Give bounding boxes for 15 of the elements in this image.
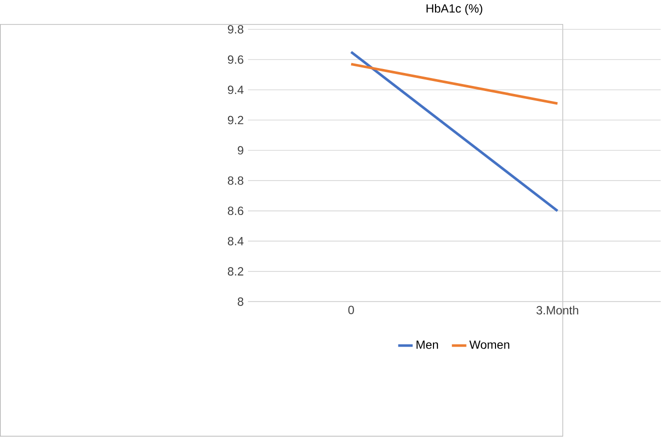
chart-title: HbA1c (%) <box>426 4 482 16</box>
x-tick-label: 0 <box>348 306 354 314</box>
legend-label: Men <box>416 340 438 350</box>
x-tick-label: 3.Month <box>536 306 578 315</box>
y-tick-label: 9 <box>238 146 244 155</box>
y-tick-label: 9.6 <box>228 56 244 64</box>
y-tick-label: 8 <box>238 298 244 306</box>
y-tick-label: 9.4 <box>228 86 244 94</box>
y-tick-label: 8.2 <box>228 267 244 276</box>
y-tick-label: 8.4 <box>228 237 244 246</box>
legend-label: Women <box>469 340 510 350</box>
y-tick-label: 9.8 <box>228 25 244 34</box>
y-tick-label: 9.2 <box>228 116 244 124</box>
y-tick-label: 8.8 <box>228 176 244 186</box>
y-tick-label: 8.6 <box>228 206 244 216</box>
